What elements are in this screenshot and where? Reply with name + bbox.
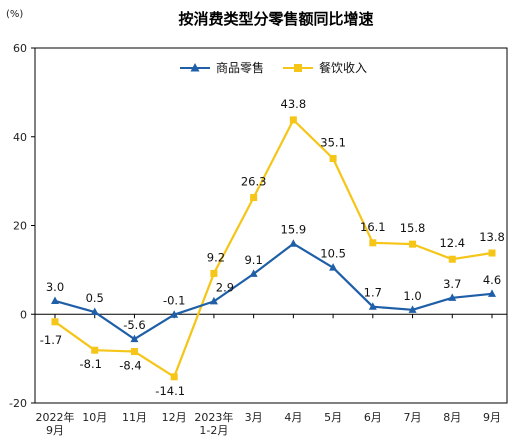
data-label: -14.1	[155, 384, 185, 398]
data-markers	[51, 116, 496, 381]
data-label: 43.8	[281, 97, 307, 111]
data-point	[210, 269, 218, 277]
y-tick-label: 40	[13, 131, 27, 144]
data-point	[170, 373, 178, 381]
data-label: -8.4	[119, 359, 141, 373]
data-point	[130, 334, 139, 343]
y-tick-label: 20	[13, 220, 27, 233]
data-labels: 3.0 -1.7 0.5 -8.1 -5.6 -8.4 -0.1 -14.1 2.9 9.2 9.1…	[40, 97, 505, 398]
data-label: 15.8	[400, 221, 426, 235]
data-label: 9.1	[244, 253, 262, 267]
data-point	[448, 255, 456, 263]
y-tick-label: -20	[9, 397, 27, 410]
data-point	[488, 249, 496, 257]
data-point	[170, 310, 179, 318]
chart-title: 按消费类型分零售额同比增速	[178, 10, 373, 28]
data-label: 4.6	[483, 273, 501, 287]
y-axis-unit: (%)	[6, 9, 23, 20]
data-point	[51, 296, 59, 304]
data-label: -0.1	[163, 294, 185, 308]
data-point	[90, 307, 99, 316]
data-label: -1.7	[40, 333, 62, 347]
data-point	[329, 263, 338, 271]
series-lines	[54, 118, 493, 378]
legend-label: 商品零售	[216, 60, 264, 75]
data-label: 15.9	[281, 223, 307, 237]
data-label: -5.6	[123, 318, 145, 332]
x-tick-label: 8月	[443, 411, 461, 424]
data-point	[289, 116, 297, 124]
data-label: 10.5	[320, 247, 346, 261]
x-tick-label: 9月	[483, 411, 501, 424]
data-label: 16.1	[360, 220, 386, 234]
data-point	[408, 305, 417, 313]
data-label: -8.1	[80, 357, 102, 371]
x-tick-label: 12月	[162, 411, 187, 424]
legend: 商品零售 餐饮收入	[180, 60, 367, 75]
x-tick-label: 5月	[324, 411, 342, 424]
legend-label: 餐饮收入	[319, 60, 367, 75]
x-tick-label: 4月	[284, 411, 302, 424]
data-point	[448, 293, 457, 301]
x-tick-label: 6月	[364, 411, 382, 424]
data-label: 9.2	[207, 250, 225, 264]
data-point	[51, 318, 59, 326]
x-tick-label: 2022年 9月	[36, 410, 75, 437]
x-tick-label: 2023年 1-2月	[194, 410, 233, 437]
data-label: 12.4	[439, 236, 465, 250]
x-tick-label: 10月	[82, 411, 107, 424]
data-label: 0.5	[86, 291, 104, 305]
data-label: 1.7	[364, 286, 382, 300]
data-point	[329, 154, 337, 162]
y-tick-label: 0	[20, 308, 27, 321]
y-tick-label: 60	[13, 42, 27, 55]
data-point	[130, 348, 138, 356]
data-label: 2.9	[216, 280, 234, 294]
legend-marker	[190, 63, 200, 72]
data-point	[488, 289, 496, 297]
data-label: 35.1	[320, 135, 346, 149]
x-tick-label: 11月	[122, 411, 147, 424]
data-label: 3.0	[46, 280, 64, 294]
data-point	[409, 240, 417, 248]
data-label: 3.7	[443, 277, 461, 291]
data-point	[91, 346, 99, 354]
data-point	[250, 194, 258, 202]
data-label: 13.8	[479, 230, 505, 244]
data-point	[369, 239, 377, 247]
x-tick-label: 7月	[404, 411, 422, 424]
x-axis: 2022年 9月 10月 11月 12月 2023年 1-2月 3月 4月 5月 6月 7月 8月 9月	[36, 314, 501, 437]
legend-marker	[294, 64, 302, 72]
series-line	[54, 118, 493, 378]
y-axis: -20 0 20 40 60	[9, 42, 507, 410]
series-line	[54, 242, 493, 341]
data-point	[289, 239, 298, 247]
data-point	[368, 302, 377, 310]
data-point	[249, 269, 258, 277]
x-tick-label: 3月	[245, 411, 263, 424]
data-point	[209, 296, 218, 305]
data-label: 26.3	[241, 175, 267, 189]
data-label: 1.0	[403, 289, 421, 303]
